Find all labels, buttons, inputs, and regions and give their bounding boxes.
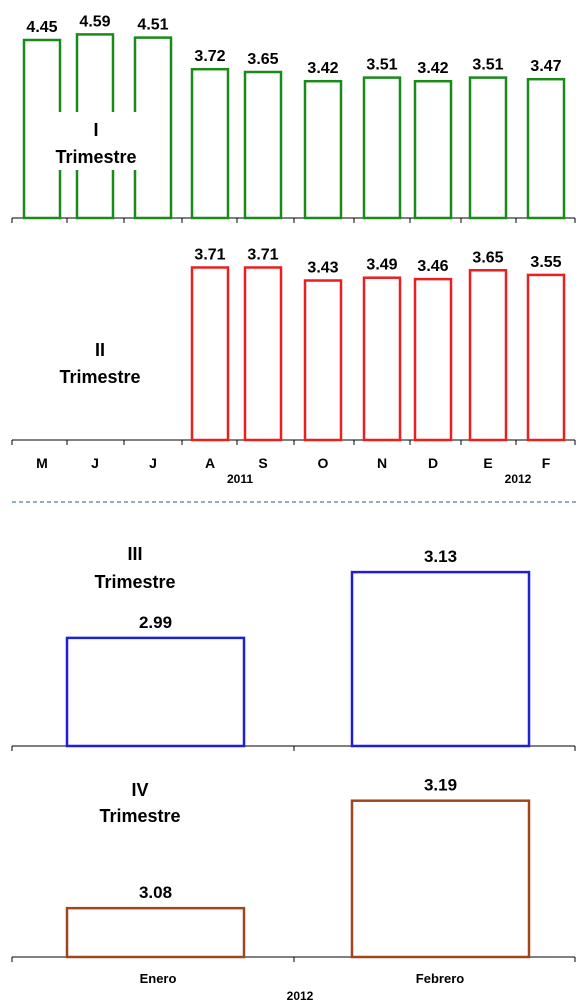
data-label: 4.45 xyxy=(26,19,57,36)
year-label: 2011 xyxy=(227,472,253,486)
year-label: 2012 xyxy=(505,472,532,486)
data-label: 3.08 xyxy=(139,883,172,902)
bar-2-6 xyxy=(362,276,402,442)
data-label: 3.65 xyxy=(247,51,278,68)
bar-4-0 xyxy=(65,906,246,959)
x-tick-label: M xyxy=(36,455,48,471)
chart-panel-2 xyxy=(11,266,576,445)
data-label: 3.19 xyxy=(424,776,457,795)
panel-label-backdrop xyxy=(52,332,148,390)
chart-panel-3 xyxy=(11,570,576,751)
data-label: 3.71 xyxy=(247,246,278,263)
data-label: 3.43 xyxy=(307,260,338,277)
panel-label: Trimestre xyxy=(59,367,140,387)
data-label: 4.59 xyxy=(79,13,110,30)
bar-1-4 xyxy=(243,70,283,220)
data-label: 4.51 xyxy=(137,17,168,34)
bar-1-3 xyxy=(190,67,230,220)
bar-1-7 xyxy=(413,79,453,220)
bar-1-9 xyxy=(526,77,566,220)
chart-panel-1 xyxy=(11,33,576,223)
panel-label: IV xyxy=(131,780,148,800)
panel-label: III xyxy=(127,544,142,564)
bar-3-1 xyxy=(350,570,531,748)
data-label: 3.46 xyxy=(417,258,448,275)
data-label: 3.42 xyxy=(417,60,448,77)
x-tick-label: O xyxy=(318,455,329,471)
bar-2-7 xyxy=(413,277,453,442)
x-tick-label: J xyxy=(149,455,157,471)
bar-2-8 xyxy=(468,269,508,442)
x-tick-label: Enero xyxy=(140,971,177,986)
panel-label: II xyxy=(95,340,105,360)
x-tick-label: J xyxy=(91,455,99,471)
data-label: 3.72 xyxy=(194,48,225,65)
data-label: 3.51 xyxy=(472,57,503,74)
x-tick-label: A xyxy=(205,455,215,471)
panel-label: Trimestre xyxy=(99,806,180,826)
chart-panel-4 xyxy=(11,799,576,962)
data-label: 3.51 xyxy=(366,57,397,74)
x-tick-label: N xyxy=(377,455,387,471)
bar-2-9 xyxy=(526,273,566,442)
bar-2-4 xyxy=(243,266,283,442)
bar-4-1 xyxy=(350,799,531,959)
panel-label-backdrop xyxy=(48,112,144,170)
year-label: 2012 xyxy=(287,989,314,1002)
panel-label: Trimestre xyxy=(55,147,136,167)
panel-label: Trimestre xyxy=(94,572,175,592)
x-tick-label: Febrero xyxy=(416,971,464,986)
data-label: 3.47 xyxy=(530,58,561,75)
bar-1-8 xyxy=(468,76,508,220)
x-tick-label: F xyxy=(542,455,551,471)
bar-2-3 xyxy=(190,266,230,442)
bar-1-6 xyxy=(362,76,402,220)
data-label: 3.65 xyxy=(472,249,503,266)
x-tick-label: E xyxy=(483,455,492,471)
bar-3-0 xyxy=(65,636,246,748)
data-label: 3.55 xyxy=(530,254,561,271)
data-label: 3.13 xyxy=(424,547,457,566)
data-label: 3.42 xyxy=(307,60,338,77)
data-label: 3.49 xyxy=(366,257,397,274)
x-tick-label: S xyxy=(258,455,267,471)
x-tick-label: D xyxy=(428,455,438,471)
data-label: 2.99 xyxy=(139,613,172,632)
data-label: 3.71 xyxy=(194,246,225,263)
bar-2-5 xyxy=(303,279,343,442)
panel-label: I xyxy=(93,120,98,140)
bar-1-5 xyxy=(303,79,343,220)
